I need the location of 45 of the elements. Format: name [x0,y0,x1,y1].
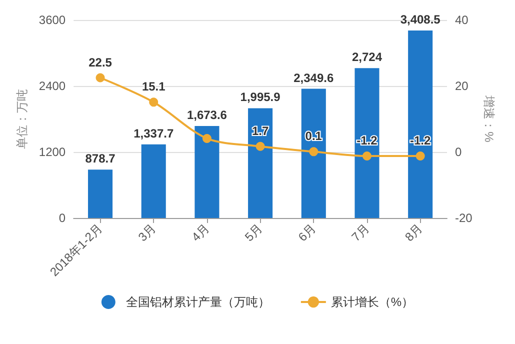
point [362,151,372,160]
x-tick-label: 5月 [242,221,266,244]
point [416,151,425,160]
x-tick-label: 8月 [402,221,426,244]
bar [194,126,220,218]
x-tick-label: 4月 [188,221,212,244]
bar [354,68,380,218]
bar [408,30,433,218]
data-label: 22.5 [88,55,112,70]
data-label: 1,337.7 [134,126,174,140]
data-label: 1.7 [252,124,269,138]
bar [141,144,166,218]
data-label: 2,724 [352,50,382,64]
bar [88,170,113,218]
data-label: 0.1 [305,129,322,144]
point [256,142,265,151]
y2-tick-label: 20 [455,79,469,93]
point [96,73,105,82]
data-label: 878.7 [85,152,116,166]
data-label: -1.2 [356,133,378,148]
point [202,134,212,143]
y2-tick-label: 0 [455,145,462,159]
data-label: 1,673.6 [186,108,228,122]
legend-label: 全国铝材累计产量（万吨） [126,295,270,309]
y-tick-label: 1200 [38,145,66,159]
bar [301,88,326,218]
data-label: 15.1 [142,80,166,94]
legend-label: 累计增长（%） [330,295,414,309]
x-tick-label: 3月 [135,221,159,244]
y-tick-label: 2400 [38,79,66,93]
data-label: -1.2 [410,133,431,148]
point [149,98,158,107]
x-tick-label: 7月 [348,221,372,244]
data-label: 2,349.6 [294,70,334,85]
data-label: 1,995.9 [240,90,281,104]
y-axis-title: 单位：万吨 [15,89,29,149]
point [309,147,318,156]
y-tick-label: 3600 [38,13,66,27]
y2-tick-label: 40 [455,13,469,27]
y-tick-label: 0 [58,211,66,225]
x-tick-label: 6月 [295,221,319,244]
data-label: 3,408.5 [400,12,441,27]
y2-axis-title: 增速：% [482,94,496,143]
bar [248,108,273,218]
y2-tick-label: -20 [455,211,473,225]
